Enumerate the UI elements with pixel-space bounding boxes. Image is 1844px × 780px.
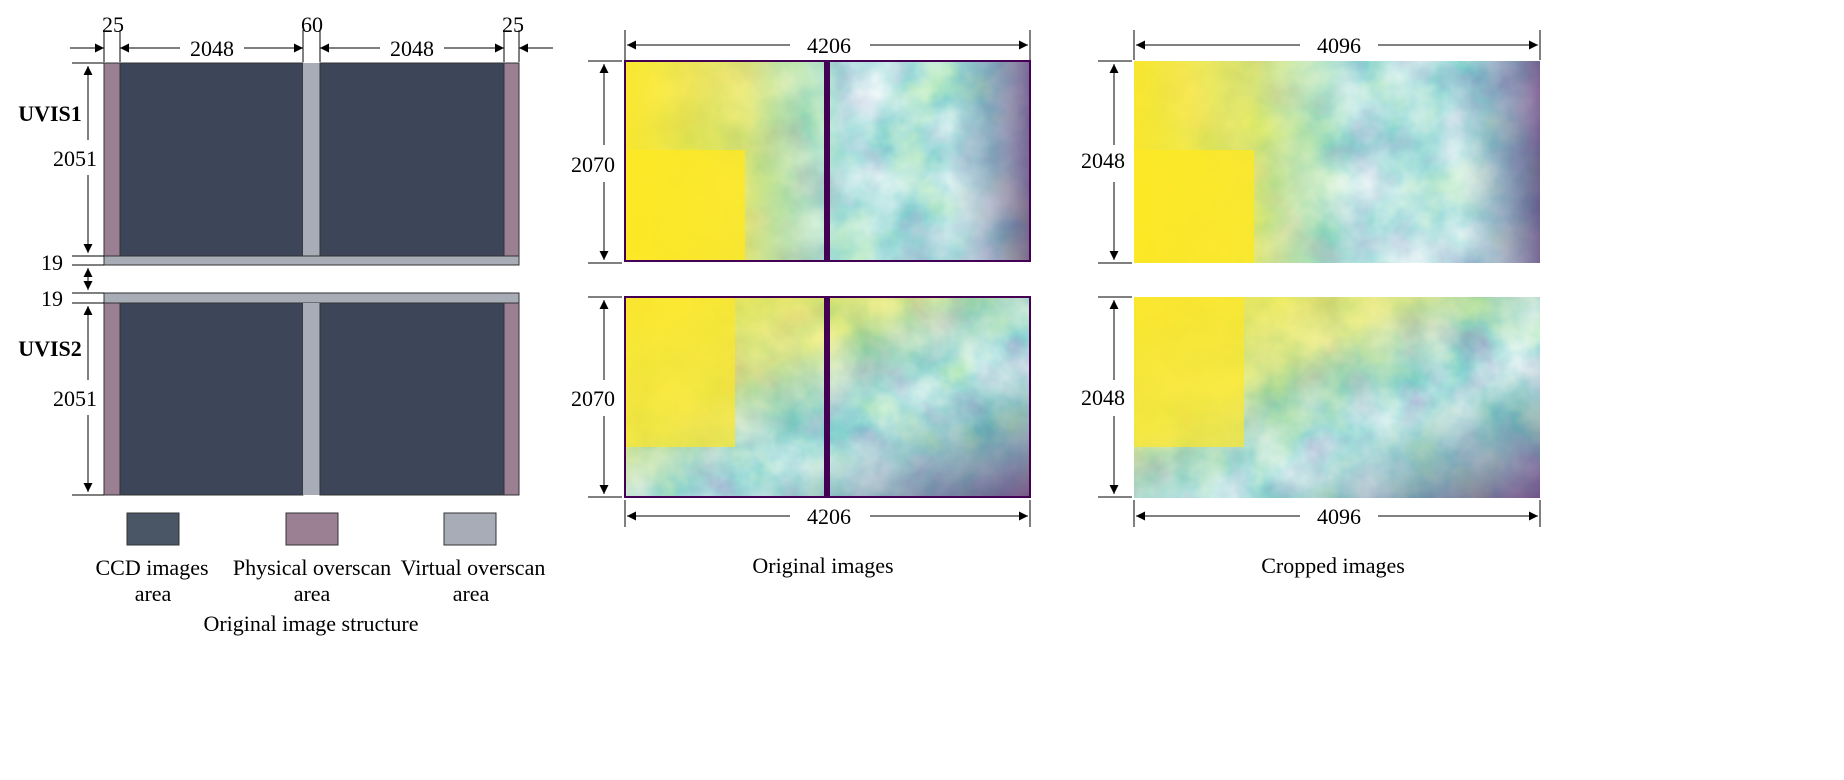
uvis1-block — [103, 62, 520, 266]
uvis2-label: UVIS2 — [18, 336, 82, 361]
cropped-height-top: 2048 — [1081, 148, 1125, 173]
structure-caption: Original image structure — [203, 611, 418, 636]
uvis1-virtual-bottom — [103, 255, 520, 266]
cropped-caption: Cropped images — [1261, 553, 1405, 578]
uvis2-block — [103, 292, 520, 496]
width-gap-virtual: 60 — [301, 12, 323, 37]
width-left-physical: 25 — [102, 12, 124, 37]
width-right-physical: 25 — [502, 12, 524, 37]
uvis2-virtual-gap — [303, 303, 320, 495]
height-dimensions — [72, 62, 104, 496]
original-height-top: 2070 — [571, 152, 615, 177]
original-width-top: 4206 — [807, 33, 851, 58]
cropped-width-bottom: 4096 — [1317, 504, 1361, 529]
legend-physical-line1: Physical overscan — [233, 555, 391, 580]
legend-ccd-line2: area — [135, 581, 172, 606]
uvis1-physical-right — [503, 62, 520, 257]
legend-virtual-line2: area — [453, 581, 490, 606]
original-image-bottom — [624, 296, 1031, 498]
uvis1-label: UVIS1 — [18, 101, 82, 126]
legend-swatch-ccd — [126, 512, 180, 546]
uvis1-height: 2051 — [53, 146, 97, 171]
uvis1-virtual-rows: 19 — [41, 250, 63, 275]
width-right-ccd: 2048 — [390, 36, 434, 61]
legend-virtual-line1: Virtual overscan — [401, 555, 546, 580]
uvis2-ccd-right — [319, 302, 505, 496]
cropped-width-top: 4096 — [1317, 33, 1361, 58]
legend-ccd-line1: CCD images — [95, 555, 208, 580]
uvis2-height: 2051 — [53, 386, 97, 411]
width-dimensions — [70, 30, 553, 62]
cropped-images: 4096 2048 2048 4096 Cropped images — [1081, 30, 1541, 578]
legend-swatch-virtual — [443, 512, 497, 546]
original-bottom-center-stripe — [824, 297, 830, 497]
uvis2-ccd-left — [119, 302, 304, 496]
uvis2-physical-right — [503, 302, 520, 496]
original-width-bottom: 4206 — [807, 504, 851, 529]
legend-physical-line2: area — [294, 581, 331, 606]
cropped-image-top — [1134, 61, 1540, 263]
uvis1-virtual-gap — [303, 63, 320, 256]
uvis2-physical-left — [103, 302, 121, 496]
uvis1-ccd-left — [119, 62, 304, 257]
uvis2-virtual-rows: 19 — [41, 286, 63, 311]
original-caption: Original images — [752, 553, 893, 578]
uvis1-ccd-right — [319, 62, 505, 257]
original-images: 4206 2070 2070 4206 Original images — [571, 30, 1031, 578]
cropped-image-bottom — [1134, 297, 1540, 498]
legend-swatch-physical — [285, 512, 339, 546]
legend: CCD images area Physical overscan area V… — [95, 512, 546, 606]
uvis2-virtual-top — [103, 292, 520, 304]
cropped-height-bottom: 2048 — [1081, 385, 1125, 410]
uvis1-physical-left — [103, 62, 121, 257]
original-image-top — [624, 60, 1031, 262]
width-left-ccd: 2048 — [190, 36, 234, 61]
original-height-bottom: 2070 — [571, 386, 615, 411]
structure-diagram: 25 2048 60 2048 25 UVIS1 2051 19 19 UVIS… — [18, 12, 553, 636]
original-top-center-stripe — [824, 61, 830, 261]
